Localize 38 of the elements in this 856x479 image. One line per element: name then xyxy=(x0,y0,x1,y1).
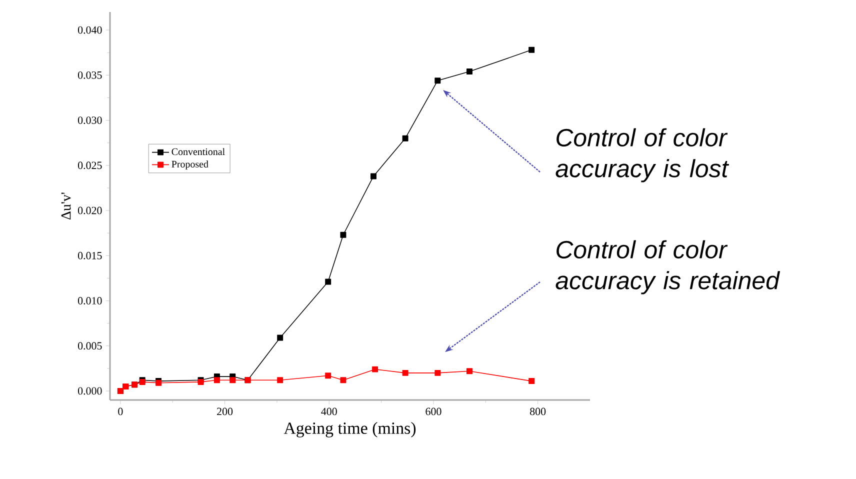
point xyxy=(402,370,408,376)
x-tick-label: 0 xyxy=(118,408,123,416)
point xyxy=(434,78,441,84)
x-tick-label: 800 xyxy=(530,408,546,416)
point xyxy=(277,377,284,384)
point xyxy=(340,377,346,384)
point xyxy=(528,378,535,384)
x-tick-label: 200 xyxy=(217,408,233,416)
y-tick-label: 0.020 xyxy=(78,206,102,214)
y-tick-label: 0.030 xyxy=(78,116,102,124)
point xyxy=(402,135,408,142)
y-axis-title: Δu'v' xyxy=(61,192,71,220)
y-tick-label: 0.000 xyxy=(78,387,102,395)
annotation: Control of color accuracy is retained xyxy=(556,240,780,294)
y-tick-label: 0.025 xyxy=(78,162,102,170)
x-tick-label: 600 xyxy=(426,408,442,416)
point xyxy=(340,232,346,238)
x-tick-label: 400 xyxy=(321,408,337,416)
point xyxy=(466,368,472,374)
y-tick-label: 0.040 xyxy=(78,26,102,34)
y-tick-label: 0.005 xyxy=(78,342,102,350)
point xyxy=(372,366,378,372)
point xyxy=(214,377,220,384)
point xyxy=(325,372,332,379)
legend-label: Proposed xyxy=(172,160,208,170)
point xyxy=(528,46,535,53)
point xyxy=(277,334,284,341)
point xyxy=(466,68,472,75)
point xyxy=(230,377,236,384)
y-tick-label: 0.015 xyxy=(78,252,102,260)
x-axis-title: Ageing time (mins) xyxy=(284,422,416,438)
point xyxy=(434,370,441,376)
point xyxy=(370,173,376,180)
y-tick-label: 0.035 xyxy=(78,71,102,79)
y-tick-label: 0.010 xyxy=(78,297,102,304)
annotation: Control of color accuracy is lost xyxy=(556,128,730,182)
legend-label: Conventional xyxy=(172,148,225,156)
point xyxy=(325,278,332,285)
